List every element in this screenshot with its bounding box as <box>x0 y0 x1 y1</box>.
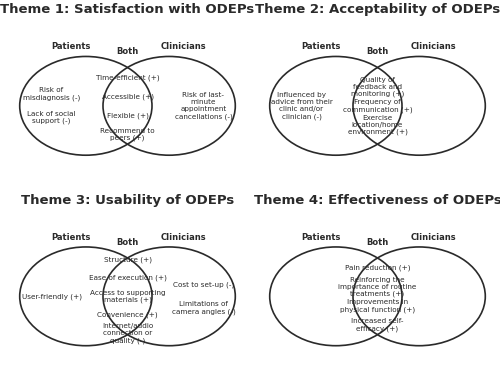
Text: Limitations of
camera angles (-): Limitations of camera angles (-) <box>172 301 235 315</box>
Text: Structure (+): Structure (+) <box>104 256 152 263</box>
Text: Increased self-
efficacy (+): Increased self- efficacy (+) <box>351 318 404 331</box>
Text: Time-efficient (+): Time-efficient (+) <box>96 74 160 80</box>
Text: Clinicians: Clinicians <box>411 233 457 242</box>
Text: Improvements in
physical function (+): Improvements in physical function (+) <box>340 299 415 312</box>
Text: Internet/audio
connection or
quality (-): Internet/audio connection or quality (-) <box>102 323 153 344</box>
Text: Patients: Patients <box>302 42 341 51</box>
Text: User-friendly (+): User-friendly (+) <box>22 293 82 299</box>
Text: Access to supporting
materials (+): Access to supporting materials (+) <box>90 290 166 303</box>
Text: Convenience (+): Convenience (+) <box>97 312 158 318</box>
Text: Clinicians: Clinicians <box>411 42 457 51</box>
Text: Both: Both <box>116 48 138 56</box>
Text: Risk of last-
minute
appointment
cancellations (-): Risk of last- minute appointment cancell… <box>174 92 233 120</box>
Text: Frequency of
communication (+): Frequency of communication (+) <box>342 99 412 112</box>
Text: Cost to set-up (-): Cost to set-up (-) <box>173 282 234 288</box>
Text: Both: Both <box>366 48 388 56</box>
Text: Quality of
feedback and
monitoring (+): Quality of feedback and monitoring (+) <box>351 77 404 97</box>
Text: Both: Both <box>116 238 138 247</box>
Text: Exercise
location/home
environment (+): Exercise location/home environment (+) <box>348 115 408 135</box>
Text: Risk of
misdiagnosis (-): Risk of misdiagnosis (-) <box>23 88 80 101</box>
Text: Theme 1: Satisfaction with ODEPs: Theme 1: Satisfaction with ODEPs <box>0 3 254 16</box>
Text: Both: Both <box>366 238 388 247</box>
Text: Reinforcing the
importance of routine
treatments (+): Reinforcing the importance of routine tr… <box>338 277 416 297</box>
Text: Theme 2: Acceptability of ODEPs: Theme 2: Acceptability of ODEPs <box>255 3 500 16</box>
Text: Lack of social
support (-): Lack of social support (-) <box>28 111 76 124</box>
Text: Flexible (+): Flexible (+) <box>106 112 148 118</box>
Text: Theme 3: Usability of ODEPs: Theme 3: Usability of ODEPs <box>21 194 234 207</box>
Text: Pain reduction (+): Pain reduction (+) <box>345 264 410 271</box>
Text: Patients: Patients <box>302 233 341 242</box>
Text: Clinicians: Clinicians <box>161 233 206 242</box>
Text: Ease of execution (+): Ease of execution (+) <box>88 275 166 281</box>
Text: Accessible (+): Accessible (+) <box>102 93 154 99</box>
Text: Recommend to
peers (+): Recommend to peers (+) <box>100 128 155 141</box>
Text: Patients: Patients <box>52 233 91 242</box>
Text: Patients: Patients <box>52 42 91 51</box>
Text: Theme 4: Effectiveness of ODEPs: Theme 4: Effectiveness of ODEPs <box>254 194 500 207</box>
Text: Influenced by
advice from their
clinic and/or
clinician (-): Influenced by advice from their clinic a… <box>270 92 332 120</box>
Text: Clinicians: Clinicians <box>161 42 206 51</box>
